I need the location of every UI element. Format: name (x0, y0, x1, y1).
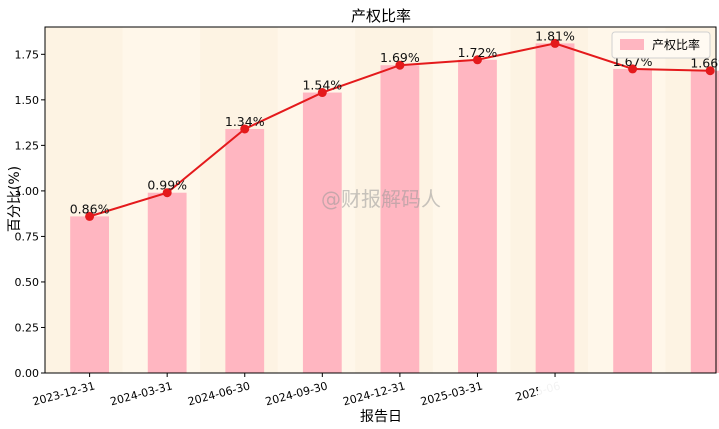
data-point (472, 55, 482, 65)
bar (302, 92, 342, 373)
watermark: @财报解码人 (321, 187, 441, 211)
x-tick-label: 2023-12-31 (31, 379, 96, 408)
x-tick-label: 2024-12-31 (342, 379, 407, 408)
data-label: 1.81% (535, 28, 575, 43)
y-tick-label: 0.50 (15, 276, 40, 289)
line-series: 0.86%0.99%1.34%1.54%1.69% 1.72%1.81%1.67%… (70, 28, 719, 221)
y-tick-label: 1.50 (15, 94, 40, 107)
x-tick-label: 2025-03-31 (419, 379, 484, 408)
x-tick-label: 2024-09-30 (264, 379, 329, 408)
data-label: 1.69% (380, 50, 420, 65)
bar (70, 216, 109, 373)
y-tick-label: 1.00 (15, 185, 40, 198)
data-point (628, 64, 638, 74)
data-point (550, 38, 560, 48)
y-tick-label: 1.25 (15, 139, 40, 152)
bar (690, 70, 719, 373)
bar (535, 43, 575, 374)
data-point (162, 188, 172, 198)
data-point (395, 60, 405, 70)
legend-label: 产权比率 (652, 37, 700, 52)
legend: 产权比率 (611, 31, 711, 59)
data-point (317, 88, 327, 98)
y-tick-label: 1.75 (15, 48, 40, 61)
legend-swatch (620, 39, 644, 50)
plot-frame (44, 26, 717, 374)
data-label: 1.66% (690, 56, 719, 71)
bar (458, 59, 497, 374)
data-label: 0.86% (70, 201, 110, 216)
data-point (240, 124, 250, 134)
data-point (705, 66, 715, 76)
bar (225, 128, 265, 373)
data-label: 1.72% (458, 45, 498, 60)
chart-title: 产权比率 (351, 7, 411, 25)
bars (70, 43, 719, 374)
x-tick-label: 2024-06-30 (186, 379, 251, 408)
overlay-patch (538, 378, 719, 410)
bar (147, 192, 187, 373)
data-point (85, 211, 95, 221)
data-label: 0.99% (147, 178, 187, 193)
bar (613, 68, 653, 373)
legend-box (611, 31, 711, 59)
y-axis-label: 百分比(%) (7, 166, 23, 232)
x-axis-label: 报告日 (360, 409, 402, 425)
bar (380, 65, 420, 374)
x-tick-label: 2024-03-31 (109, 379, 174, 408)
y-tick-label: 0.00 (15, 367, 40, 380)
y-tick-label: 0.75 (15, 230, 40, 243)
y-tick-label: 0.25 (15, 321, 40, 334)
data-label: 1.34% (225, 114, 265, 129)
data-label: 1.54% (302, 78, 342, 93)
